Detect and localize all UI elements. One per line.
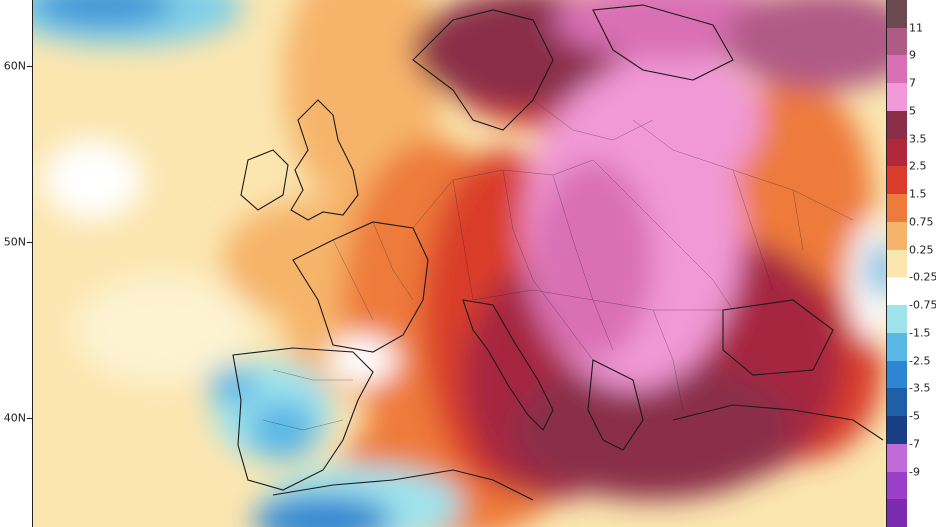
lat-tick-50n	[27, 242, 32, 243]
legend-swatch	[887, 277, 907, 306]
legend-swatch	[887, 305, 907, 334]
greece-outline	[587, 359, 644, 451]
legend-label: -2.5	[909, 354, 931, 368]
legend-swatch	[887, 332, 907, 362]
legend-label: 1.5	[909, 187, 927, 201]
lat-label-50n: 50N	[3, 235, 26, 249]
legend-label: 11	[909, 21, 923, 35]
lat-label-60n: 60N	[3, 59, 26, 73]
latitude-axis: 60N 50N 40N	[0, 0, 32, 527]
legend-swatch	[887, 83, 907, 112]
legend-swatch	[887, 416, 907, 445]
legend-label: -0.75	[909, 298, 936, 312]
legend-label: 7	[909, 76, 916, 90]
lat-tick-40n	[27, 418, 32, 419]
iberia-outline	[232, 347, 374, 491]
great-britain-outline	[290, 99, 359, 221]
legend-swatch	[887, 443, 907, 473]
legend-swatch	[887, 55, 907, 84]
legend-label: 3.5	[909, 132, 927, 146]
legend-label: 0.25	[909, 243, 934, 257]
legend-swatch	[887, 27, 907, 56]
legend-label: 5	[909, 104, 916, 118]
legend-swatch	[887, 249, 907, 278]
legend-label: 2.5	[909, 159, 927, 173]
legend-swatch	[887, 110, 907, 140]
coastline-outlines	[232, 4, 884, 501]
north-africa-coast	[272, 469, 534, 501]
finland-outline	[592, 4, 734, 81]
france-outline	[292, 221, 429, 353]
legend-label: -9	[909, 465, 920, 479]
color-legend: 11 9 7 5 3.5 2.5 1.5 0.75 0.25 -0.25 -0.75 -1.5 -2.5…	[886, 0, 936, 527]
lat-label-40n: 40N	[3, 411, 26, 425]
legend-swatch	[887, 360, 907, 389]
legend-swatch	[887, 194, 907, 223]
legend-label: 9	[909, 48, 916, 62]
ireland-outline	[240, 149, 289, 211]
legend-label: -7	[909, 437, 920, 451]
legend-swatch	[887, 0, 907, 29]
legend-label: -1.5	[909, 326, 931, 340]
regional-borders	[262, 99, 854, 431]
anomaly-map[interactable]	[33, 0, 887, 527]
legend-swatch	[887, 388, 907, 417]
legend-swatch	[887, 499, 907, 527]
turkey-coast	[672, 404, 884, 441]
black-sea-outline	[722, 299, 834, 376]
legend-swatch	[887, 471, 907, 500]
lat-tick-60n	[27, 66, 32, 67]
legend-swatch	[887, 221, 907, 251]
scandinavia-outline	[412, 9, 554, 131]
legend-label: 0.75	[909, 215, 934, 229]
italy-outline	[462, 299, 554, 431]
legend-label: -3.5	[909, 381, 931, 395]
legend-swatch	[887, 166, 907, 195]
legend-colorbar	[886, 0, 907, 527]
legend-swatch	[887, 138, 907, 167]
map-panel[interactable]	[32, 0, 887, 527]
legend-label: -5	[909, 409, 920, 423]
legend-label: -0.25	[909, 270, 936, 284]
